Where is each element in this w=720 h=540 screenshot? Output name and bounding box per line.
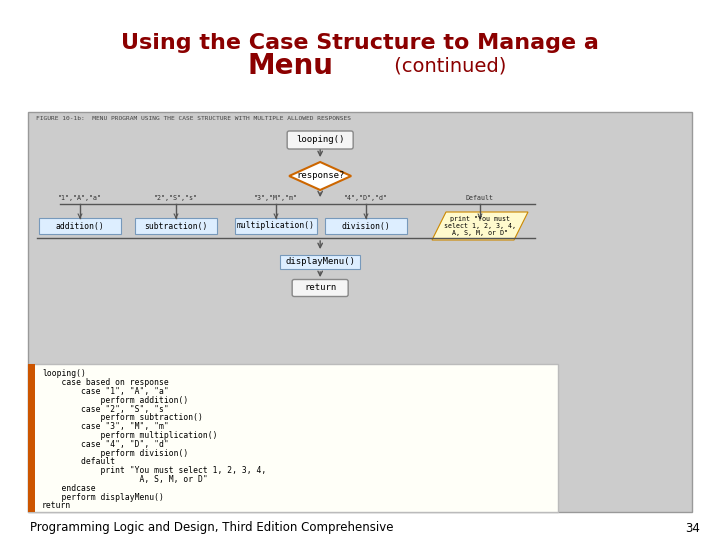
Text: A, S, M, or D": A, S, M, or D" <box>42 475 208 484</box>
Bar <box>135 218 217 234</box>
Text: Default: Default <box>466 195 494 201</box>
Bar <box>325 218 407 234</box>
Text: select 1, 2, 3, 4,: select 1, 2, 3, 4, <box>444 223 516 229</box>
Text: displayMenu(): displayMenu() <box>285 258 355 267</box>
Text: division(): division() <box>341 221 390 231</box>
Text: "3","M","m": "3","M","m" <box>254 195 298 201</box>
Bar <box>28 364 558 512</box>
Text: case "3", "M", "m": case "3", "M", "m" <box>42 422 168 431</box>
Text: looping(): looping() <box>42 369 86 379</box>
Text: return: return <box>304 284 336 293</box>
Text: print "You must: print "You must <box>450 216 510 222</box>
Text: addition(): addition() <box>55 221 104 231</box>
Text: perform displayMenu(): perform displayMenu() <box>42 492 164 502</box>
Polygon shape <box>289 162 351 190</box>
Text: case "4", "D", "d": case "4", "D", "d" <box>42 440 168 449</box>
Text: Using the Case Structure to Manage a: Using the Case Structure to Manage a <box>121 33 599 53</box>
Bar <box>39 218 121 234</box>
Text: FIGURE 10-1b:  MENU PROGRAM USING THE CASE STRUCTURE WITH MULTIPLE ALLOWED RESPO: FIGURE 10-1b: MENU PROGRAM USING THE CAS… <box>36 116 351 120</box>
Text: Menu: Menu <box>247 52 333 80</box>
Text: "2","S","s": "2","S","s" <box>154 195 198 201</box>
Text: response?: response? <box>296 172 344 180</box>
Text: looping(): looping() <box>296 136 344 145</box>
Text: 34: 34 <box>685 522 700 535</box>
Text: perform division(): perform division() <box>42 449 188 458</box>
Text: endcase: endcase <box>42 484 96 493</box>
FancyBboxPatch shape <box>292 280 348 296</box>
FancyBboxPatch shape <box>287 131 354 149</box>
Text: "4","D","d": "4","D","d" <box>344 195 388 201</box>
Polygon shape <box>432 212 528 240</box>
Text: case "1", "A", "a": case "1", "A", "a" <box>42 387 168 396</box>
Bar <box>28 112 692 512</box>
Text: perform subtraction(): perform subtraction() <box>42 414 203 422</box>
Bar <box>280 255 360 269</box>
Text: perform multiplication(): perform multiplication() <box>42 431 217 440</box>
Text: (continued): (continued) <box>388 57 506 76</box>
Text: default: default <box>42 457 115 467</box>
Text: case "2", "S", "s": case "2", "S", "s" <box>42 404 168 414</box>
Bar <box>28 364 35 512</box>
Text: return: return <box>42 502 71 510</box>
Text: subtraction(): subtraction() <box>144 221 207 231</box>
Text: perform addition(): perform addition() <box>42 396 188 405</box>
Text: Programming Logic and Design, Third Edition Comprehensive: Programming Logic and Design, Third Edit… <box>30 522 394 535</box>
Text: "1","A","a": "1","A","a" <box>58 195 102 201</box>
Text: case based on response: case based on response <box>42 379 168 387</box>
Text: A, S, M, or D": A, S, M, or D" <box>452 230 508 236</box>
Text: multiplication(): multiplication() <box>237 221 315 231</box>
Bar <box>235 218 317 234</box>
Text: print "You must select 1, 2, 3, 4,: print "You must select 1, 2, 3, 4, <box>42 467 266 475</box>
